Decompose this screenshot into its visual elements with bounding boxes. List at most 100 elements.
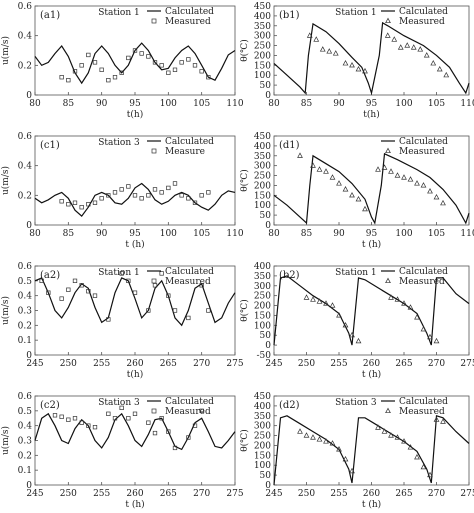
legend-label: Measure xyxy=(165,147,205,157)
x-tick-label: 95 xyxy=(129,99,141,109)
y-tick-label: 0.6 xyxy=(18,262,33,272)
y-axis-label: u(m/s) xyxy=(0,166,11,195)
panel-c1: 0 0.2 0.4 0.6 80 85 90 95 100 105 110 t (h) u(m/s) (c… xyxy=(0,132,244,250)
x-tick-label: 270 xyxy=(193,489,210,499)
y-tick-label: 0.6 xyxy=(18,2,33,12)
data-point xyxy=(106,411,111,416)
data-point xyxy=(119,271,124,276)
data-point xyxy=(86,202,91,207)
y-tick-label: -50 xyxy=(257,351,272,361)
data-point xyxy=(146,420,151,425)
x-tick-label: 100 xyxy=(160,229,177,239)
x-axis-label: t(h) xyxy=(127,369,143,380)
data-point xyxy=(199,69,204,74)
x-tick-label: 265 xyxy=(160,489,177,499)
data-point xyxy=(381,164,388,170)
series-line-calculated xyxy=(273,21,470,96)
data-point xyxy=(166,185,171,191)
y-tick-label: 0.3 xyxy=(18,437,33,447)
legend-label: Measured xyxy=(399,17,445,27)
panel-label: (c1) xyxy=(40,140,60,151)
x-axis-label: t (h) xyxy=(362,369,381,380)
data-point xyxy=(443,71,450,78)
data-point xyxy=(362,67,368,74)
data-point xyxy=(59,414,64,419)
data-point xyxy=(375,166,381,172)
data-point xyxy=(139,196,144,201)
data-point xyxy=(355,195,362,202)
data-point xyxy=(316,298,323,304)
data-point xyxy=(186,196,191,201)
y-tick-label: 350 xyxy=(254,22,271,32)
data-point xyxy=(152,430,158,436)
data-point xyxy=(126,55,131,61)
data-point xyxy=(329,302,336,308)
x-axis-label: t (h) xyxy=(125,239,144,250)
data-point xyxy=(92,293,98,298)
data-point xyxy=(410,44,417,50)
x-tick-label: 275 xyxy=(226,489,243,499)
x-axis-label: t (h) xyxy=(125,499,144,510)
data-point xyxy=(332,50,339,56)
x-tick-label: 250 xyxy=(298,489,315,499)
y-tick-label: 0.4 xyxy=(18,292,33,302)
y-tick-label: 250 xyxy=(254,292,271,302)
data-point xyxy=(72,69,78,74)
data-point xyxy=(336,312,342,318)
data-point xyxy=(152,187,158,192)
data-point xyxy=(297,152,303,158)
y-tick-label: 200 xyxy=(254,181,271,191)
y-tick-label: 50 xyxy=(260,471,272,481)
data-point xyxy=(166,429,171,434)
y-tick-label: 400 xyxy=(254,402,271,412)
data-point xyxy=(152,60,158,65)
series-line-calculated xyxy=(34,42,236,85)
x-tick-label: 260 xyxy=(126,359,143,369)
data-point xyxy=(159,190,164,195)
data-point xyxy=(310,434,316,440)
data-point xyxy=(79,205,84,210)
series-line-calculated xyxy=(273,415,470,486)
data-point xyxy=(199,408,204,413)
data-point xyxy=(59,296,64,301)
y-tick-label: 50 xyxy=(260,211,272,221)
x-tick-label: 275 xyxy=(460,489,474,499)
x-tick-label: 275 xyxy=(226,359,243,369)
data-point xyxy=(106,78,111,83)
data-point xyxy=(99,196,104,201)
data-point xyxy=(132,290,138,295)
x-tick-label: 90 xyxy=(333,99,345,109)
data-point xyxy=(401,438,407,444)
y-tick-label: 400 xyxy=(254,262,271,272)
legend-label: Calculated xyxy=(399,397,448,407)
x-axis-label: t(h) xyxy=(363,109,379,120)
x-tick-label: 255 xyxy=(330,359,347,369)
data-point xyxy=(342,455,349,462)
data-point xyxy=(384,32,391,38)
y-tick-label: 200 xyxy=(254,302,271,312)
data-point xyxy=(192,63,198,68)
x-tick-label: 100 xyxy=(160,99,177,109)
x-tick-label: 95 xyxy=(129,229,141,239)
data-point xyxy=(303,432,310,438)
data-point xyxy=(336,180,342,186)
data-point xyxy=(186,315,191,321)
y-tick-label: 0.6 xyxy=(18,132,33,142)
data-point xyxy=(159,271,164,276)
x-tick-label: 110 xyxy=(460,229,474,239)
data-point xyxy=(430,60,437,66)
x-tick-label: 90 xyxy=(96,229,108,239)
data-point xyxy=(427,471,433,478)
data-point xyxy=(172,308,178,313)
x-tick-label: 90 xyxy=(96,99,108,109)
y-tick-label: 0 xyxy=(26,221,32,231)
data-point xyxy=(66,202,71,207)
y-tick-label: 0 xyxy=(265,91,271,101)
data-point xyxy=(126,416,131,421)
data-point xyxy=(206,190,211,195)
data-point xyxy=(433,337,440,344)
legend-square-swatch xyxy=(151,278,157,284)
panel-title: Station 3 xyxy=(98,138,140,148)
